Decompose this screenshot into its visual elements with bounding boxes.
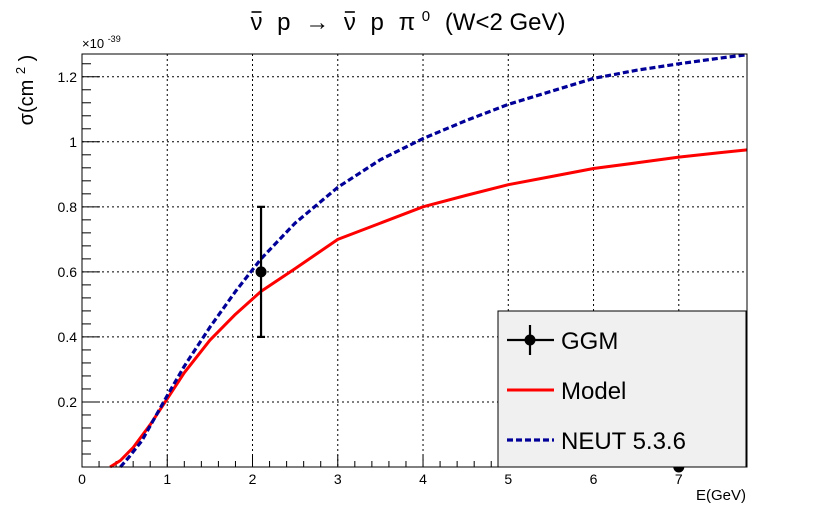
x-tick-label: 6	[590, 471, 598, 487]
series-neut-5-3-6-line	[119, 53, 748, 469]
y-axis-exponent: ×10 -39	[82, 34, 121, 51]
y-tick-label: 1	[69, 134, 77, 150]
y-axis-title-superscript: 2	[13, 67, 28, 74]
title-arrow: →	[305, 9, 329, 36]
legend-ggm-marker-dot	[524, 334, 536, 346]
title-p-1: p	[277, 9, 290, 36]
y-axis-exponent-base: ×10	[82, 36, 104, 51]
legend: GGM Model NEUT 5.3.6	[497, 310, 747, 468]
y-axis-title-close: )	[16, 55, 38, 62]
y-tick-label: 0.8	[58, 199, 78, 215]
legend-entry-ggm: GGM	[507, 325, 618, 355]
x-tick-label: 5	[504, 471, 512, 487]
y-tick-label: 0.6	[58, 264, 78, 280]
plot-frame	[81, 53, 748, 468]
y-tick-label: 0.2	[58, 394, 78, 410]
legend-entry-model: Model	[507, 378, 626, 405]
x-tick-label: 3	[334, 471, 342, 487]
x-tick-label: 7	[675, 471, 683, 487]
title-pi: π	[399, 9, 416, 36]
chart-title: ν p → ν p π 0 (W<2 GeV)	[250, 0, 565, 36]
y-axis-title: σ(cm 2 )	[8, 55, 38, 126]
legend-entry-neut: NEUT 5.3.6	[507, 428, 686, 455]
title-p-2: p	[371, 9, 384, 36]
title-pi-superscript: 0	[422, 8, 430, 25]
x-tick-label: 1	[163, 471, 171, 487]
grid-lines	[82, 54, 747, 467]
data-series	[109, 53, 748, 473]
y-tick-label: 1.2	[58, 69, 78, 85]
ggm-data-point	[255, 266, 267, 278]
legend-neut-label: NEUT 5.3.6	[561, 428, 686, 455]
title-nubar-2: ν	[344, 9, 356, 36]
series-model-line	[109, 148, 748, 469]
y-axis-exponent-superscript: -39	[108, 34, 121, 44]
title-cut: (W<2 GeV)	[445, 9, 566, 36]
x-tick-label: 4	[419, 471, 427, 487]
x-tick-label: 2	[249, 471, 257, 487]
legend-model-label: Model	[561, 378, 626, 405]
y-tick-label: 0.4	[58, 329, 78, 345]
x-tick-label: 0	[78, 471, 86, 487]
x-axis-title: E(GeV)	[696, 487, 746, 504]
legend-ggm-label: GGM	[561, 328, 618, 355]
title-nubar-1: ν	[250, 9, 262, 36]
y-axis-title-base: σ(cm	[16, 80, 38, 126]
axis-tick-labels: 0 1 2 3 4 5 6 7 0.2 0.4 0.6 0.8 1 1.2	[58, 69, 683, 487]
